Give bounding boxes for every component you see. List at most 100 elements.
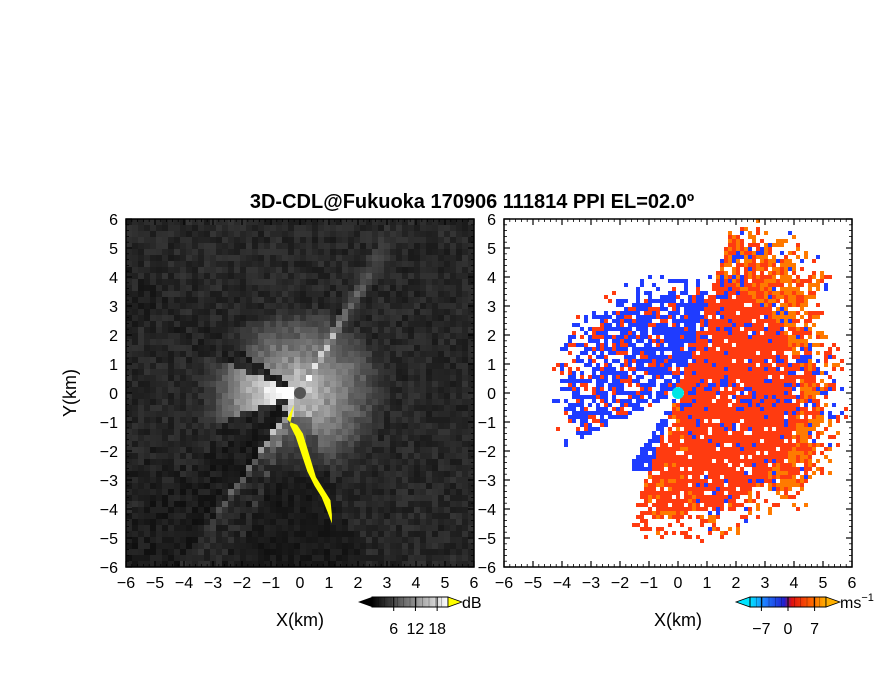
intensity-cell bbox=[300, 555, 306, 561]
intensity-cell bbox=[144, 513, 150, 519]
intensity-cell bbox=[384, 273, 390, 279]
intensity-cell bbox=[414, 477, 420, 483]
velocity-cell bbox=[696, 307, 700, 311]
velocity-cell bbox=[664, 363, 668, 367]
velocity-cell bbox=[676, 431, 680, 435]
intensity-cell bbox=[390, 339, 396, 345]
velocity-cell bbox=[660, 515, 664, 519]
velocity-cell bbox=[600, 323, 604, 327]
velocity-cell bbox=[692, 431, 696, 435]
velocity-cell bbox=[704, 319, 708, 323]
intensity-cell bbox=[288, 537, 294, 543]
intensity-cell bbox=[186, 219, 192, 225]
velocity-cell bbox=[672, 399, 676, 403]
intensity-cell bbox=[420, 345, 426, 351]
velocity-cell bbox=[704, 387, 708, 391]
intensity-cell bbox=[402, 435, 408, 441]
intensity-cell bbox=[204, 357, 210, 363]
velocity-cell bbox=[696, 415, 700, 419]
intensity-cell bbox=[180, 429, 186, 435]
velocity-cell bbox=[700, 335, 704, 339]
velocity-cell bbox=[696, 479, 700, 483]
intensity-cell bbox=[342, 315, 348, 321]
velocity-cell bbox=[624, 339, 628, 343]
intensity-cell bbox=[324, 291, 330, 297]
intensity-cell bbox=[174, 231, 180, 237]
intensity-cell bbox=[252, 435, 258, 441]
intensity-cell bbox=[444, 399, 450, 405]
velocity-cell bbox=[696, 419, 700, 423]
velocity-cell bbox=[708, 395, 712, 399]
velocity-cell bbox=[688, 323, 692, 327]
velocity-cell bbox=[684, 447, 688, 451]
intensity-cell bbox=[204, 501, 210, 507]
velocity-cell bbox=[704, 503, 708, 507]
velocity-cell bbox=[648, 347, 652, 351]
intensity-cell bbox=[468, 411, 474, 417]
intensity-cell bbox=[246, 261, 252, 267]
intensity-cell bbox=[126, 369, 132, 375]
intensity-cell bbox=[384, 309, 390, 315]
intensity-cell bbox=[270, 309, 276, 315]
intensity-cell bbox=[180, 405, 186, 411]
intensity-cell bbox=[378, 333, 384, 339]
intensity-cell bbox=[318, 285, 324, 291]
intensity-cell bbox=[174, 537, 180, 543]
intensity-cell bbox=[246, 303, 252, 309]
intensity-cell bbox=[246, 339, 252, 345]
intensity-cell bbox=[228, 309, 234, 315]
intensity-cell bbox=[426, 405, 432, 411]
intensity-cell bbox=[318, 501, 324, 507]
intensity-cell bbox=[360, 327, 366, 333]
velocity-cell bbox=[596, 387, 600, 391]
intensity-cell bbox=[420, 495, 426, 501]
velocity-cell bbox=[712, 435, 716, 439]
intensity-cell bbox=[174, 315, 180, 321]
intensity-cell bbox=[234, 315, 240, 321]
intensity-cell bbox=[378, 387, 384, 393]
velocity-cell bbox=[600, 399, 604, 403]
intensity-cell bbox=[306, 483, 312, 489]
velocity-cell bbox=[652, 447, 656, 451]
intensity-cell bbox=[156, 495, 162, 501]
intensity-cell bbox=[198, 507, 204, 513]
velocity-cell bbox=[692, 507, 696, 511]
velocity-cell bbox=[680, 379, 684, 383]
intensity-cell bbox=[306, 531, 312, 537]
intensity-cell bbox=[258, 549, 264, 555]
velocity-cell bbox=[704, 375, 708, 379]
velocity-cell bbox=[660, 331, 664, 335]
velocity-cell bbox=[704, 483, 708, 487]
intensity-cell bbox=[300, 495, 306, 501]
intensity-cell bbox=[390, 237, 396, 243]
intensity-cell bbox=[252, 507, 258, 513]
intensity-cell bbox=[186, 417, 192, 423]
intensity-cell bbox=[342, 387, 348, 393]
velocity-cell bbox=[664, 511, 668, 515]
intensity-cell bbox=[216, 273, 222, 279]
intensity-cell bbox=[204, 363, 210, 369]
intensity-cell bbox=[168, 423, 174, 429]
velocity-cell bbox=[596, 331, 600, 335]
intensity-cell bbox=[456, 357, 462, 363]
velocity-cell bbox=[616, 351, 620, 355]
intensity-cell bbox=[222, 249, 228, 255]
velocity-cell bbox=[700, 459, 704, 463]
velocity-cell bbox=[592, 387, 596, 391]
intensity-cell bbox=[306, 561, 312, 567]
velocity-cell bbox=[708, 363, 712, 367]
intensity-cell bbox=[378, 459, 384, 465]
intensity-cell bbox=[168, 393, 174, 399]
intensity-cell bbox=[156, 435, 162, 441]
intensity-cell bbox=[192, 279, 198, 285]
intensity-cell bbox=[294, 243, 300, 249]
intensity-cell bbox=[252, 381, 258, 387]
velocity-cell bbox=[576, 367, 580, 371]
intensity-cell bbox=[366, 333, 372, 339]
intensity-cell bbox=[366, 303, 372, 309]
intensity-cell bbox=[168, 369, 174, 375]
velocity-cell bbox=[668, 311, 672, 315]
velocity-cell bbox=[664, 295, 668, 299]
velocity-cell bbox=[664, 359, 668, 363]
intensity-cell bbox=[174, 261, 180, 267]
